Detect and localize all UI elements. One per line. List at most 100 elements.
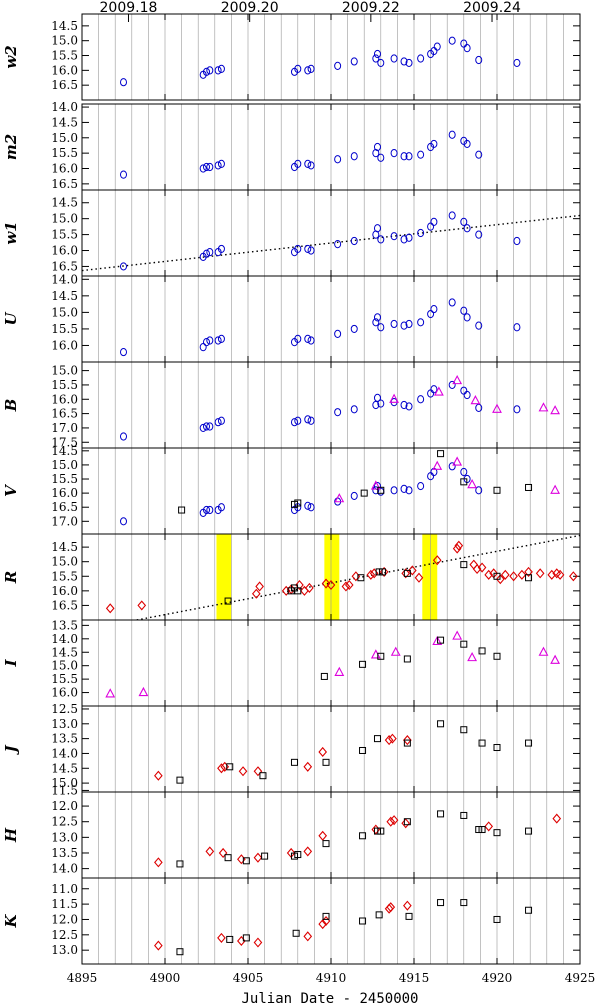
panel-w1: 14.5 15.0 15.5 16.016.5 w1 [2, 189, 581, 277]
data-point-circle [405, 486, 413, 495]
panel-J: 12.513.013.514.014.515.0 J [2, 702, 581, 793]
y-tick-label: 15.5 [51, 672, 78, 686]
data-point-circle [417, 395, 425, 404]
data-point-square [478, 739, 486, 747]
data-point-circle [350, 152, 358, 161]
y-axis-label-I: I [2, 659, 20, 668]
data-point-circle [217, 244, 225, 254]
y-tick-label: 16.5 [51, 177, 78, 191]
data-point-diamond [469, 559, 479, 570]
highlight-band-1 [324, 534, 340, 620]
data-point-triangle [452, 630, 463, 640]
y-tick-label: 15.0 [51, 364, 78, 378]
data-point-diamond [217, 932, 226, 943]
data-point-diamond [344, 579, 354, 591]
y-axis-label-K: K [2, 914, 20, 929]
data-point-circle [350, 405, 358, 414]
data-point-circle [400, 57, 408, 66]
data-point-square [373, 735, 381, 743]
data-point-triangle [467, 651, 478, 662]
data-point-square [460, 561, 468, 569]
panel-data-m2 [120, 130, 483, 179]
data-point-circle [448, 130, 456, 139]
panel-B: 15.015.516.016.517.017.5 B [2, 361, 581, 449]
data-point-triangle [370, 480, 381, 490]
data-point-circle [475, 230, 483, 239]
data-point-diamond [238, 766, 248, 777]
y-tick-label: 15.0 [51, 34, 78, 48]
data-point-square [290, 758, 298, 766]
data-point-circle [430, 139, 438, 149]
data-point-circle [203, 505, 210, 515]
data-point-diamond [321, 578, 331, 589]
y-tick-label: 17.5 [51, 435, 78, 449]
data-point-circle [120, 517, 127, 526]
data-point-square [493, 652, 501, 660]
data-point-square [322, 758, 330, 766]
y-tick-label: 11.5 [51, 897, 78, 911]
data-point-square [493, 486, 501, 494]
data-point-square [292, 929, 300, 937]
data-point-diamond [326, 579, 336, 591]
data-point-square [294, 499, 302, 507]
data-point-diamond [237, 854, 246, 865]
y-tick-label: 15.0 [51, 659, 78, 673]
y-tick-label: 15.0 [51, 776, 78, 790]
data-point-circle [294, 244, 302, 254]
data-point-circle [463, 390, 471, 400]
data-point-triangle [138, 686, 149, 697]
data-point-square [224, 597, 232, 605]
data-point-diamond [369, 568, 379, 579]
data-point-circle [206, 248, 214, 257]
data-point-square [375, 911, 383, 919]
data-point-diamond [452, 543, 462, 554]
panel-R: 14.515.015.516.016.5 R [2, 533, 581, 621]
y-tick-label: 16.0 [51, 392, 78, 406]
data-point-diamond [547, 569, 557, 580]
top-axis-tick-label: 2009.22 [342, 0, 400, 16]
x-tick-label: 4900 [150, 971, 181, 985]
y-tick-label: 14.5 [51, 115, 78, 129]
panel-data-V [120, 450, 561, 526]
data-point-diamond [154, 940, 163, 951]
data-point-circle [463, 313, 471, 322]
data-point-circle [304, 244, 312, 254]
data-point-circle [372, 149, 380, 158]
data-point-diamond [318, 746, 328, 758]
data-point-circle [214, 418, 222, 427]
data-point-circle [214, 336, 222, 345]
y-tick-label: 16.5 [51, 500, 78, 514]
data-point-diamond [401, 568, 411, 579]
data-point-triangle [492, 403, 502, 413]
y-tick-label: 16.0 [51, 244, 78, 258]
data-point-circle [334, 61, 342, 70]
data-point-square [460, 478, 468, 486]
data-point-square [493, 572, 501, 580]
y-tick-label: 15.0 [51, 458, 78, 472]
data-point-circle [390, 232, 398, 241]
data-point-circle [390, 319, 398, 329]
panel-data-w2 [120, 36, 521, 87]
data-point-circle [400, 235, 408, 244]
highlight-band-2 [422, 534, 438, 620]
data-point-square [525, 906, 533, 914]
data-point-circle [120, 262, 127, 271]
panel-data-I [105, 630, 561, 698]
data-point-square [525, 739, 533, 747]
data-point-circle [405, 319, 413, 329]
data-point-circle [199, 164, 207, 173]
data-point-circle [463, 44, 471, 53]
data-point-circle [377, 323, 385, 332]
data-point-circle [475, 486, 483, 495]
y-tick-label: 15.5 [51, 322, 78, 336]
y-tick-label: 16.0 [51, 63, 78, 77]
data-point-diamond [154, 770, 163, 781]
data-point-circle [294, 159, 302, 168]
data-point-circle [513, 405, 521, 414]
data-point-circle [372, 318, 380, 327]
y-tick-label: 12.5 [51, 815, 78, 829]
y-axis-label-m2: m2 [2, 134, 20, 160]
data-point-circle [334, 155, 342, 164]
data-point-circle [475, 321, 483, 330]
